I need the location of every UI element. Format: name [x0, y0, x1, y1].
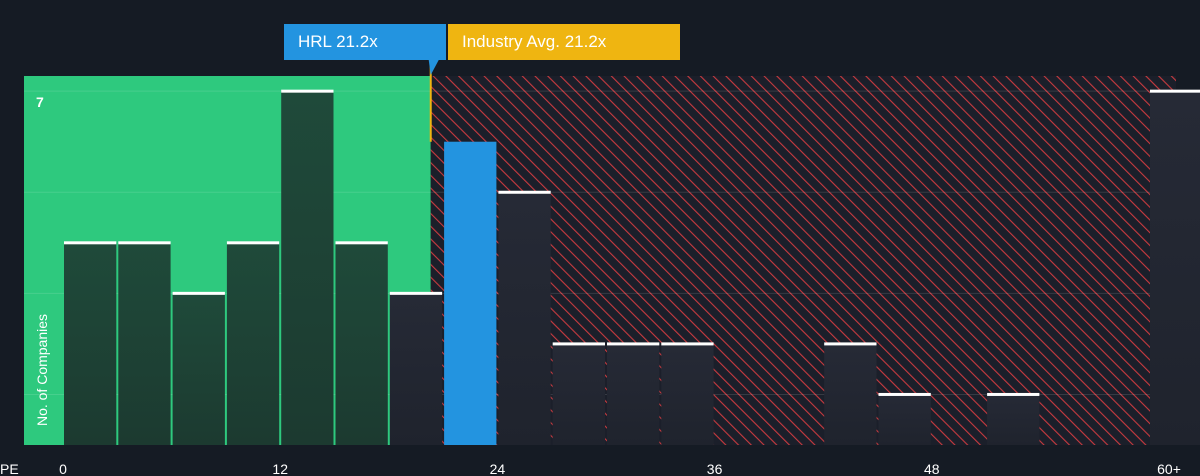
company-pe-callout: HRL 21.2x	[284, 24, 446, 60]
histogram-bar	[335, 242, 388, 445]
y-tick-label: 7	[36, 94, 44, 110]
histogram-bar	[118, 242, 171, 445]
bar-top-cap	[172, 291, 225, 295]
histogram-bar	[987, 394, 1040, 445]
bar-top-cap	[335, 241, 388, 245]
bar-top-cap	[607, 342, 660, 346]
bar-top-cap	[552, 342, 605, 346]
histogram-bar	[281, 91, 334, 446]
industry-avg-callout: Industry Avg. 21.2x	[448, 24, 680, 60]
bar-top-cap	[878, 392, 931, 396]
x-tick-label: 36	[707, 461, 723, 476]
bar-top-cap	[661, 342, 714, 346]
bar-top-cap	[118, 241, 171, 245]
bar-top-cap	[64, 241, 117, 245]
y-axis-label: No. of Companies	[34, 314, 50, 426]
histogram-bar	[878, 394, 931, 445]
company-callout-pointer	[428, 60, 439, 75]
histogram-bar	[552, 343, 605, 445]
histogram-bar	[607, 343, 660, 445]
bar-top-cap	[389, 291, 443, 295]
x-axis-label: PE	[0, 461, 19, 476]
histogram-bar	[226, 242, 280, 445]
bar-top-cap	[1150, 89, 1200, 93]
histogram-bar	[389, 293, 443, 445]
bar-top-cap	[226, 241, 280, 245]
company-bar	[444, 141, 497, 445]
x-tick-label: 60+	[1157, 461, 1181, 476]
x-tick-label: 48	[924, 461, 940, 476]
histogram-bar	[661, 343, 714, 445]
x-tick-label: 0	[59, 461, 67, 476]
histogram-bar	[498, 192, 551, 445]
bar-top-cap	[498, 190, 551, 194]
histogram-bar	[172, 293, 225, 445]
x-tick-label: 12	[272, 461, 288, 476]
histogram-bar	[1150, 91, 1200, 446]
bar-top-cap	[824, 342, 877, 346]
x-tick-label: 24	[490, 461, 506, 476]
bar-top-cap	[987, 392, 1040, 396]
histogram-bar	[824, 343, 877, 445]
histogram-bar	[64, 242, 117, 445]
bar-top-cap	[281, 89, 334, 93]
